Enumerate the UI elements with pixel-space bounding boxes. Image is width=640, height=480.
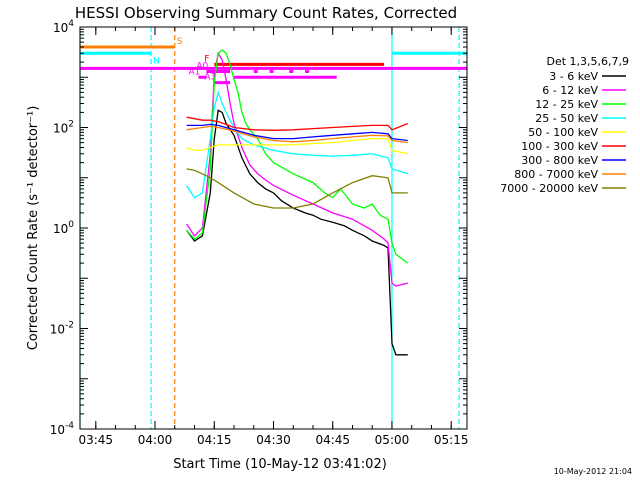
y-tick-exponent: 0 [68,220,74,230]
y-axis-label: Corrected Count Rate (s⁻¹ detector⁻¹) [26,106,41,351]
series-line-2 [186,49,409,264]
y-tick-label-0: 10-4 [50,421,75,437]
x-tick-label-0: 03:45 [78,433,113,447]
x-tick-label-1: 04:00 [138,433,173,447]
flag-label-4: A0 [196,62,208,72]
flag-label-2: F [204,54,209,64]
y-tick-exponent: -4 [65,421,74,431]
y-axis-ticks: 10-4 10-2 100 102 104 [50,19,467,437]
y-tick-exponent: 2 [68,120,74,130]
series-line-6 [186,123,408,142]
series-line-5 [186,116,409,131]
x-tick-label-4: 04:45 [315,433,350,447]
flag-label-6: A3 [204,73,216,83]
y-tick-label-4: 104 [53,19,74,35]
legend-label-3: 25 - 50 keV [535,112,598,125]
legend-label-4: 50 - 100 keV [528,126,598,139]
legend-label-6: 300 - 800 keV [521,154,598,167]
legend-title: Det 1,3,5,6,7,9 [546,55,629,68]
flag-label-0: S [177,37,183,47]
series-line-4 [186,137,408,155]
x-axis-label: Start Time (10-May-12 03:41:02) [173,457,387,472]
series-line-8 [186,168,408,209]
x-tick-label-2: 04:15 [197,433,232,447]
legend-label-7: 800 - 7000 keV [514,168,598,181]
legend-label-8: 7000 - 20000 keV [500,182,598,195]
flag-label-5: A1 [188,67,200,77]
x-tick-label-3: 04:30 [256,433,291,447]
legend-label-5: 100 - 300 keV [521,140,598,153]
vertical-markers [79,27,460,429]
x-tick-label-5: 05:00 [375,433,410,447]
footer-timestamp: 10-May-2012 21:04 [554,467,632,476]
x-tick-label-6: 05:15 [434,433,469,447]
series-line-3 [186,90,408,199]
data-series [186,49,409,356]
y-tick-exponent: -2 [65,321,74,331]
series-line-0 [186,109,408,356]
legend-label-2: 12 - 25 keV [535,98,598,111]
series-line-7 [186,125,408,144]
legend-label-1: 6 - 12 keV [542,84,598,97]
y-tick-label-1: 10-2 [50,321,74,337]
flag-label-1: N [153,56,160,66]
y-tick-label-3: 102 [53,120,74,136]
y-tick-label-2: 100 [53,220,74,236]
legend-label-0: 3 - 6 keV [549,70,598,83]
y-tick-exponent: 4 [68,19,74,29]
series-line-1 [186,51,408,287]
x-axis-ticks: 03:45 04:00 04:15 04:30 04:45 05:00 05:15 [78,27,469,447]
chart-title: HESSI Observing Summary Count Rates, Cor… [75,4,457,22]
plot-frame [79,26,468,430]
